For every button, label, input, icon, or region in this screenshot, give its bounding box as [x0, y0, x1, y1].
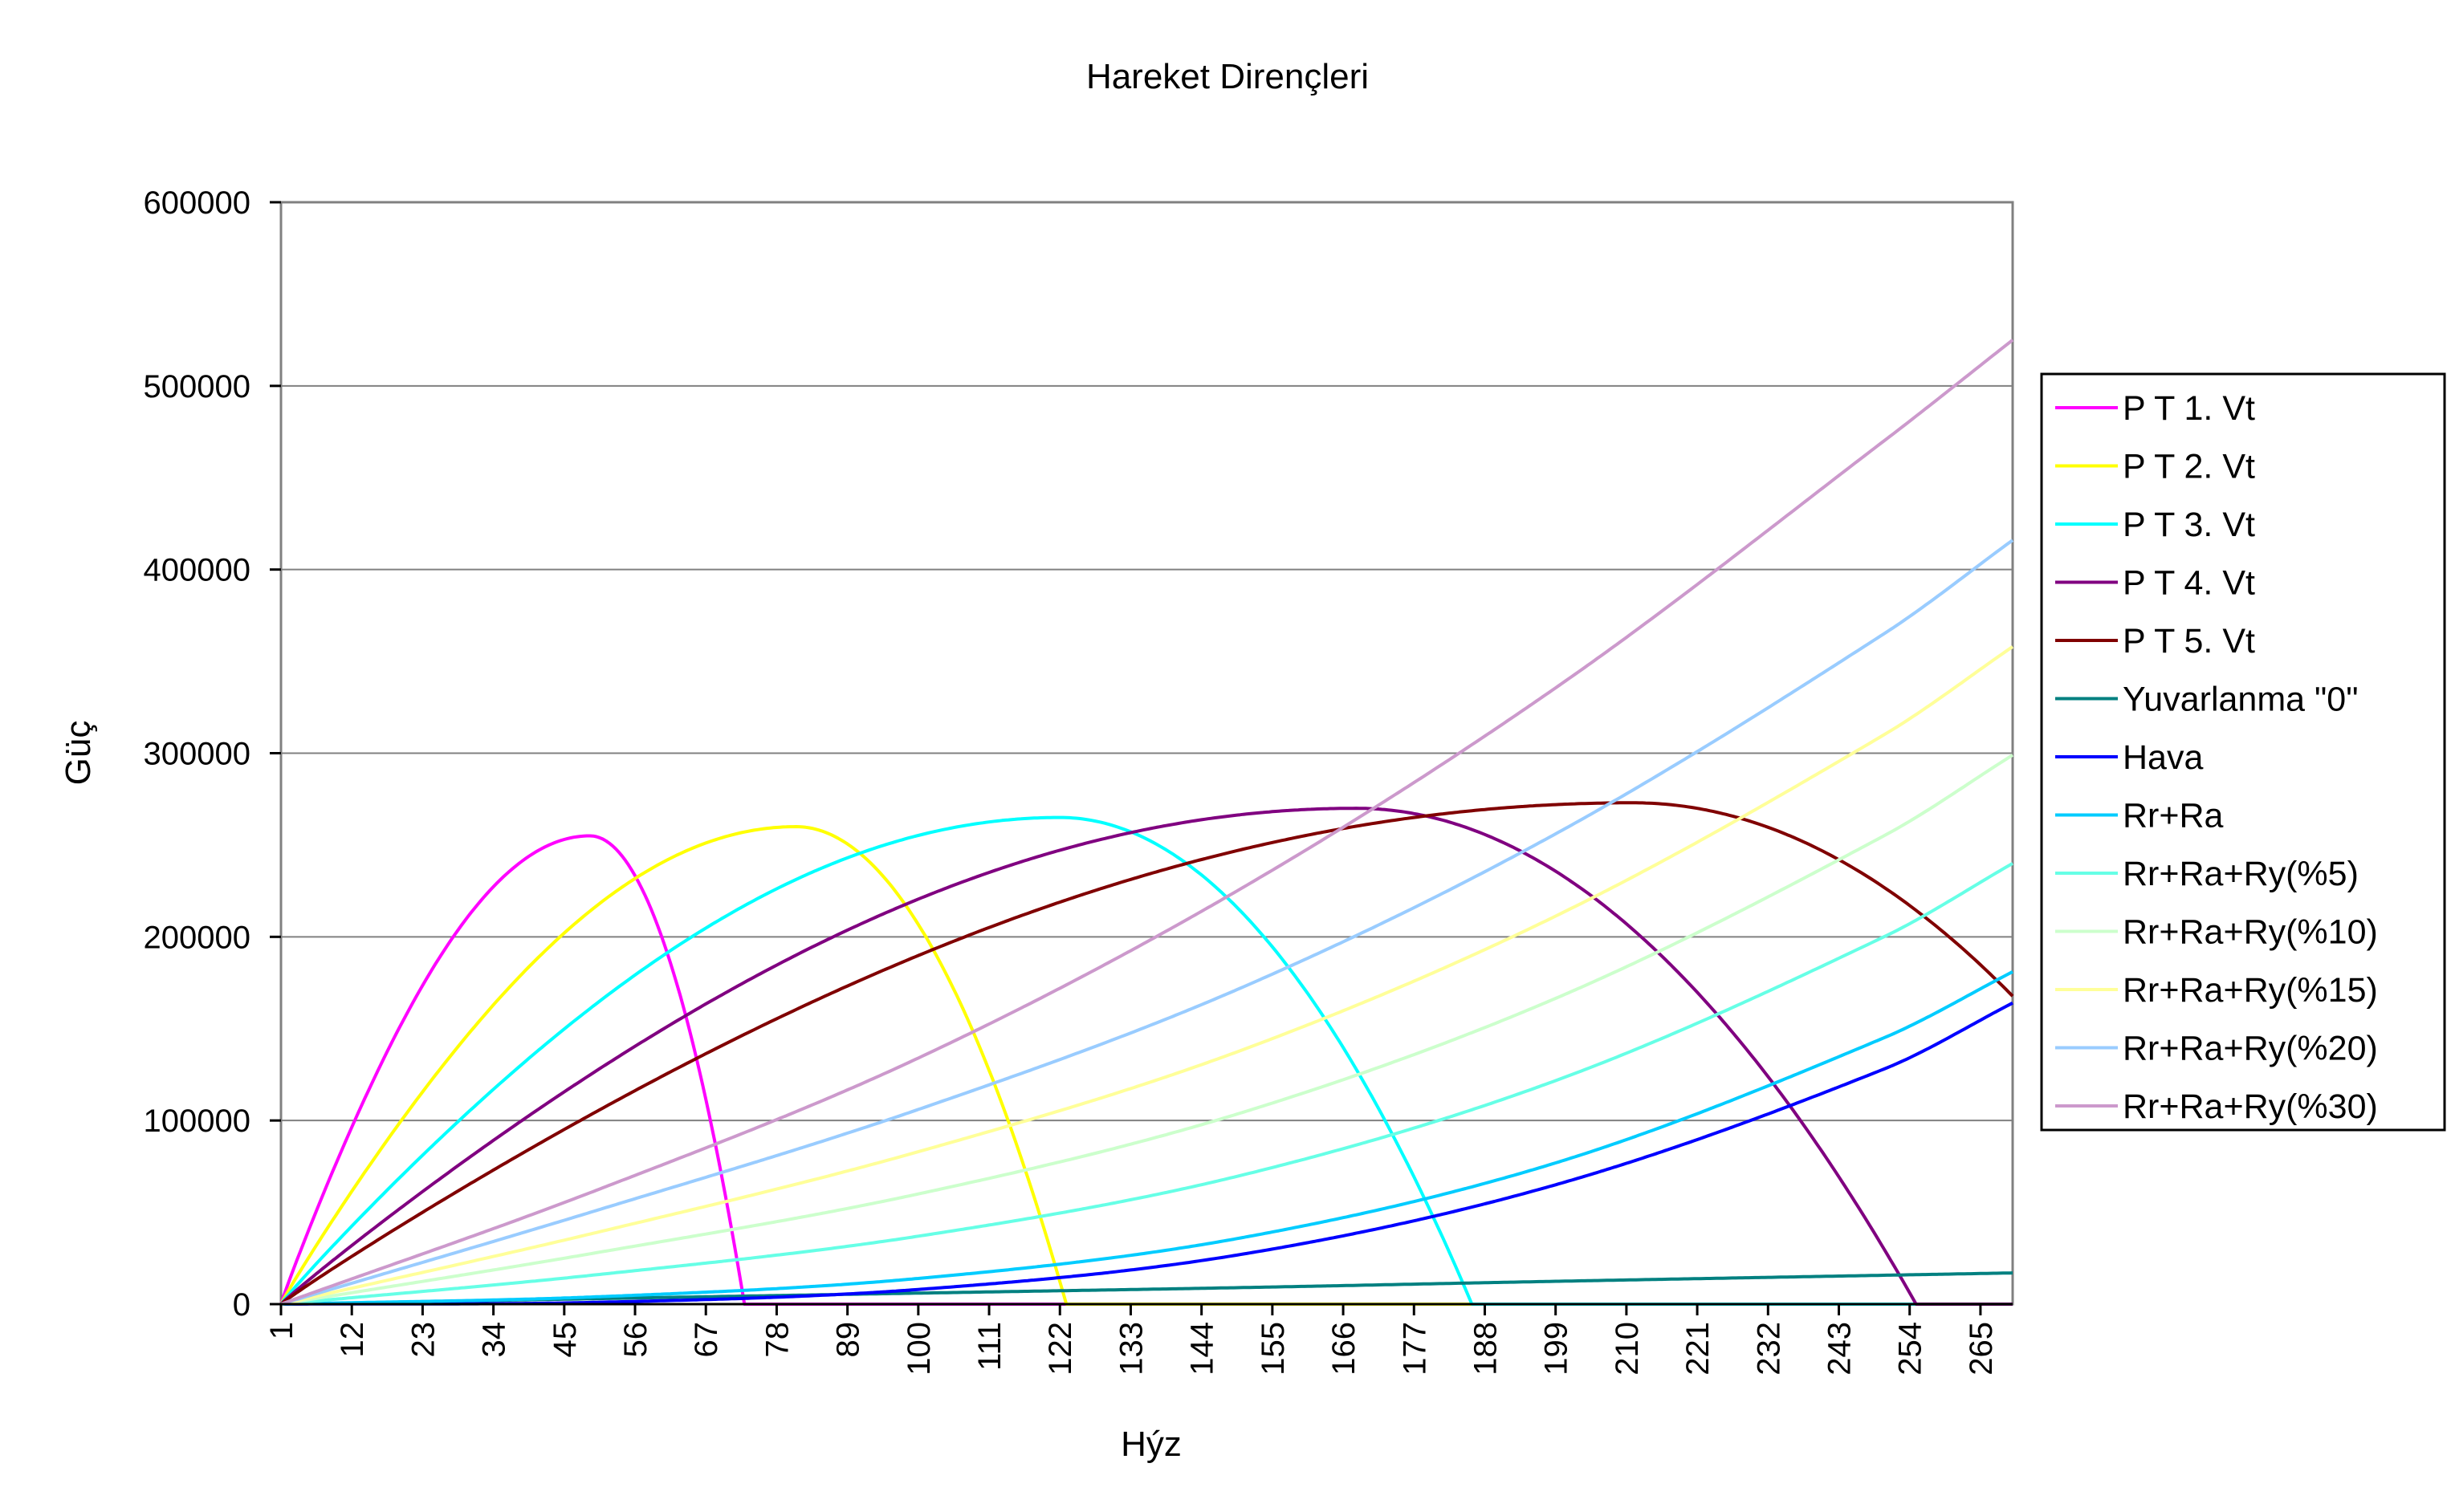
x-axis: 1 12 23 34 45 56 67 78 89 100 111 122 133 144 155 166 17…	[264, 1303, 2013, 1376]
series-line-8	[280, 970, 2013, 1306]
x-tick-label: 210	[1610, 1322, 1645, 1376]
legend-item-label: Rr+Ra+Ry(%15)	[2123, 971, 2378, 1010]
x-tick-label: 265	[1964, 1322, 1999, 1376]
y-tick-label: 200000	[144, 920, 250, 955]
series-line-10	[280, 754, 2014, 1306]
y-tick-label: 400000	[144, 553, 250, 588]
legend-item-label: Rr+Ra	[2123, 797, 2224, 835]
y-tick-label: 500000	[144, 369, 250, 404]
x-tick-label: 144	[1185, 1322, 1220, 1376]
x-tick-label: 45	[548, 1322, 583, 1358]
legend-item-label: Yuvarlanma "0"	[2123, 681, 2358, 719]
y-axis-title: Güç	[59, 721, 98, 786]
x-tick-label: 78	[759, 1322, 795, 1358]
legend-item-label: P T 2. Vt	[2123, 448, 2255, 486]
legend-item-label: P T 1. Vt	[2123, 389, 2255, 428]
x-tick-label: 254	[1893, 1322, 1928, 1376]
series-line-3	[279, 815, 2013, 1306]
legend-item-label: P T 5. Vt	[2123, 622, 2255, 660]
x-tick-label: 12	[335, 1322, 370, 1358]
y-tick-label: 300000	[144, 737, 250, 772]
x-tick-label: 67	[689, 1322, 724, 1358]
x-tick-label: 56	[618, 1322, 653, 1358]
x-axis-title: Hýz	[1121, 1425, 1182, 1464]
series-line-9	[280, 862, 2013, 1306]
legend-item-label: P T 3. Vt	[2123, 506, 2255, 544]
x-tick-label: 232	[1751, 1322, 1786, 1376]
y-tick-label: 0	[233, 1287, 250, 1323]
x-tick-label: 188	[1468, 1322, 1503, 1376]
x-tick-label: 243	[1822, 1322, 1857, 1376]
x-tick-label: 155	[1256, 1322, 1291, 1376]
series-layer	[279, 339, 2014, 1306]
x-tick-label: 111	[972, 1322, 1008, 1371]
legend-item-label: P T 4. Vt	[2123, 564, 2255, 603]
chart-title: Hareket Dirençleri	[1086, 57, 1369, 96]
gridlines	[281, 384, 2013, 1122]
legend-item-label: Rr+Ra+Ry(%5)	[2123, 855, 2359, 893]
legend-box	[2040, 372, 2446, 1132]
x-tick-label: 199	[1539, 1322, 1574, 1376]
x-tick-label: 166	[1326, 1322, 1362, 1376]
x-tick-label: 89	[831, 1322, 866, 1358]
x-tick-label: 177	[1397, 1322, 1432, 1376]
series-line-12	[280, 539, 2014, 1306]
legend-item-label: Rr+Ra+Ry(%30)	[2123, 1087, 2378, 1126]
series-line-2	[279, 825, 2013, 1306]
legend-item-label: Hava	[2123, 738, 2203, 777]
x-tick-label: 34	[477, 1322, 512, 1358]
legend-item-label: Rr+Ra+Ry(%10)	[2123, 913, 2378, 952]
series-line-11	[280, 645, 2014, 1306]
y-tick-label: 100000	[144, 1104, 250, 1139]
legend: P T 1. Vt P T 2. Vt P T 3. Vt P T 4. Vt P T …	[2040, 372, 2446, 1132]
x-tick-label: 133	[1114, 1322, 1149, 1376]
x-tick-label: 221	[1680, 1322, 1716, 1376]
legend-item-label: Rr+Ra+Ry(%20)	[2123, 1030, 2378, 1068]
series-line-4	[279, 807, 2013, 1306]
series-line-7	[281, 1001, 2013, 1306]
x-tick-label: 122	[1043, 1322, 1078, 1376]
x-tick-label: 23	[405, 1322, 441, 1358]
y-axis: 0 100000 200000 300000 400000 500000 600000	[144, 185, 281, 1323]
series-line-5	[279, 801, 2014, 1306]
series-line-13	[280, 339, 2014, 1306]
x-tick-label: 1	[264, 1322, 299, 1339]
x-tick-label: 100	[902, 1322, 937, 1376]
y-tick-label: 600000	[144, 185, 250, 221]
